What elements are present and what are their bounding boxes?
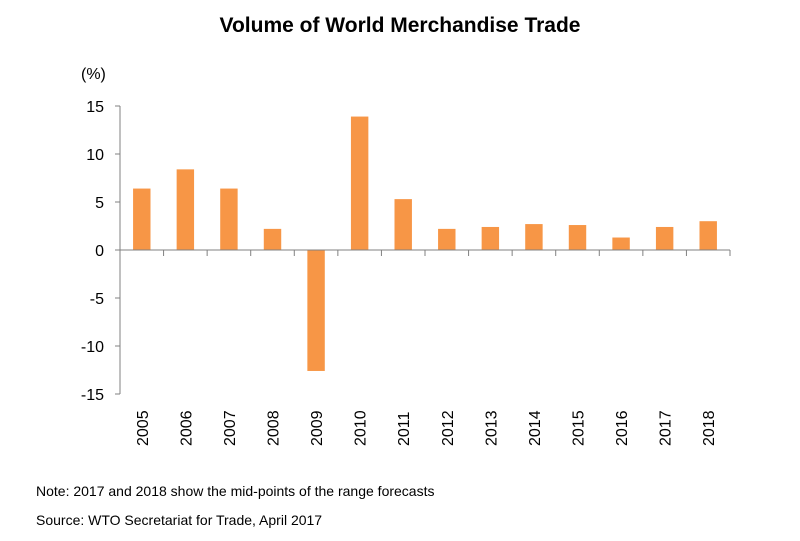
x-tick-label-2014: 2014 [527, 410, 544, 446]
bar-2005 [133, 188, 151, 250]
bar-2012 [438, 228, 456, 250]
chart-note: Note: 2017 and 2018 show the mid-points … [36, 483, 435, 499]
y-tick-label-5: 5 [95, 195, 104, 212]
bar-2007 [220, 188, 238, 250]
x-tick-label-2017: 2017 [658, 410, 675, 446]
bar-2016 [612, 237, 630, 250]
x-tick-label-2011: 2011 [396, 411, 413, 446]
x-tick-label-2013: 2013 [483, 410, 500, 446]
y-tick-label-15: 15 [86, 99, 104, 116]
x-tick-label-2008: 2008 [266, 410, 283, 446]
bar-2006 [176, 169, 195, 250]
bar-2013 [481, 226, 500, 250]
x-tick-label-2007: 2007 [222, 410, 239, 446]
chart-source: Source: WTO Secretariat for Trade, April… [36, 512, 323, 528]
y-tick-label-0: 0 [95, 243, 104, 260]
x-tick-label-2016: 2016 [614, 410, 631, 446]
x-tick-label-2012: 2012 [440, 410, 457, 446]
bar-2014 [525, 224, 543, 250]
bar-2017 [655, 226, 674, 250]
bar-2018 [699, 221, 717, 250]
x-tick-label-2006: 2006 [178, 410, 195, 446]
x-tick-label-2015: 2015 [571, 410, 588, 446]
bar-2009 [307, 250, 325, 371]
plot-area: 15 10 5 0 -5 -10 -15 2005 2006 2007 2008 2009 2010 20… [81, 99, 731, 446]
bar-2008 [263, 228, 282, 250]
x-tick-label-2018: 2018 [701, 410, 718, 446]
y-axis-unit-label: (%) [81, 66, 106, 83]
bar-chart: (%) 15 10 5 0 -5 -10 -15 2005 2006 2007 2008 2009 20… [81, 66, 731, 446]
bar-2015 [568, 225, 587, 250]
y-tick-label--5: -5 [90, 291, 104, 308]
bar-2011 [394, 199, 412, 250]
chart-title: Volume of World Merchandise Trade [219, 14, 581, 37]
x-tick-label-2010: 2010 [353, 410, 370, 446]
y-tick-label--15: -15 [81, 387, 104, 404]
x-tick-label-2009: 2009 [309, 410, 326, 446]
x-tick-label-2005: 2005 [135, 410, 152, 446]
y-tick-label-10: 10 [86, 147, 104, 164]
y-tick-label--10: -10 [81, 339, 104, 356]
bar-2010 [350, 116, 369, 250]
